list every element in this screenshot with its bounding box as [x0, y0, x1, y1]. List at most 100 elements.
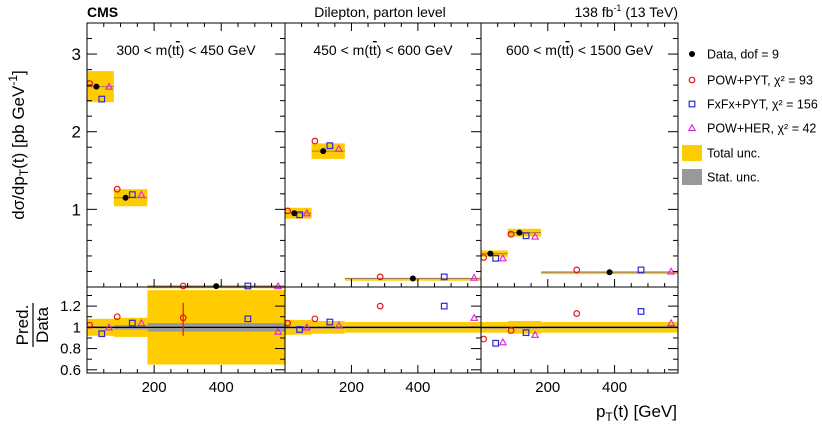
ratio-fxfx-pyt-point-2-2 [326, 318, 334, 326]
ratio-pow-her-point-2-3 [470, 313, 479, 321]
ratio-pow-pyt-point-1-2 [113, 313, 121, 321]
chart-title: Dilepton, parton level [314, 4, 446, 20]
legend-label-data: Data, dof = 9 [707, 48, 779, 62]
top-fxfx-pyt-point-2-2 [326, 142, 334, 150]
legend-marker-total_unc [682, 145, 702, 161]
y-axes: 1 2 3 0.6 0.8 1 1.2 [60, 38, 678, 379]
top-pow-pyt-point-3-1 [481, 254, 488, 261]
ratio-pow-pyt-point-3-1 [481, 335, 488, 343]
ratio-fxfx-pyt-point-1-1 [98, 330, 106, 338]
ratio-pow-her-point-3-2 [530, 330, 540, 338]
top-data-point-1-3 [213, 283, 220, 290]
x-tick-label-3-200: 200 [535, 379, 560, 396]
ratio-panel-frame-3 [480, 286, 679, 374]
ratio-fxfx-pyt-point-1-3 [244, 315, 252, 323]
x-axis-title: pT(t) [GeV] [596, 402, 677, 424]
ratio-y-tick-label-0.6: 0.6 [60, 362, 81, 379]
panel-label-3: 600 < m(tt) < 1500 GeV [506, 42, 654, 58]
top-pow-pyt-point-2-1 [285, 207, 292, 215]
legend-marker-pow_her [687, 123, 697, 132]
legend-marker-data [689, 51, 695, 57]
ratio-pow-her-point-1-3 [273, 327, 283, 335]
ratio-pow-her-point-1-1 [104, 323, 114, 331]
panel-2: 450 < m(tt) < 600 GeV 200 400 [284, 22, 482, 396]
top-fxfx-pyt-point-1-3 [244, 282, 252, 290]
legend: Data, dof = 9 POW+PYT, χ² = 93 FxFx+PYT, χ… [682, 48, 818, 185]
top-pow-pyt-point-2-3 [376, 273, 384, 281]
top-pow-pyt-point-1-2 [113, 185, 121, 193]
top-fxfx-pyt-point-1-2 [128, 191, 136, 199]
x-tick-label-2-200: 200 [339, 379, 364, 396]
top-fxfx-pyt-point-3-2 [522, 232, 530, 240]
panel-label-part-3-1: 600 < m(t [506, 42, 566, 58]
ratio-pow-her-point-3-3 [667, 318, 676, 327]
ratio-pow-pyt-point-3-2 [507, 327, 515, 334]
legend-label-fxfx_pyt: FxFx+PYT, χ² = 156 [707, 98, 818, 112]
top-fxfx-pyt-point-1-1 [98, 95, 106, 103]
top-fxfx-pyt-point-3-3 [637, 266, 645, 274]
panel-label-part-1-3: ) < 450 GeV [180, 42, 257, 58]
legend-marker-pow_pyt [688, 76, 696, 84]
panel-label-part-2-2: t [373, 42, 377, 58]
legend-label-pow_her: POW+HER, χ² = 42 [707, 122, 816, 136]
ratio-pow-pyt-point-1-1 [87, 321, 94, 329]
top-panel-frame-1 [86, 22, 286, 288]
ratio-fxfx-pyt-point-1-2 [128, 319, 136, 327]
ratio-title-numerator: Pred. [13, 305, 32, 346]
legend-marker-stat_unc [682, 169, 702, 185]
panel-3: 600 < m(tt) < 1500 GeV 200 400 [480, 22, 679, 396]
top-pow-her-point-2-2 [334, 144, 343, 152]
ratio-pow-her-point-3-1 [498, 337, 508, 346]
lumi-value: 138 fb [575, 4, 614, 20]
panel-label-2: 450 < m(tt) < 600 GeV [313, 42, 453, 58]
top-pow-her-point-2-1 [302, 208, 311, 217]
panel-label-part-1-1: 300 < m(t [116, 42, 176, 58]
x-tick-label-2-400: 400 [405, 379, 430, 396]
ratio-y-tick-label-1.2: 1.2 [60, 298, 81, 315]
legend-marker-fxfx_pyt [688, 100, 696, 108]
top-data-point-1-1 [93, 83, 100, 90]
ratio-fxfx-pyt-point-2-3 [440, 302, 448, 310]
ratio-pow-pyt-point-2-3 [376, 302, 384, 310]
top-pow-pyt-point-2-2 [311, 137, 319, 145]
top-data-point-3-3 [606, 269, 613, 276]
ratio-fxfx-pyt-point-3-3 [637, 308, 645, 315]
legend-label-total_unc: Total unc. [707, 147, 761, 161]
x-tick-label-3-400: 400 [602, 379, 627, 396]
top-y-tick-label-1: 1 [72, 200, 81, 219]
legend-label-stat_unc: Stat. unc. [707, 171, 760, 185]
ratio-y-tick-label-1: 1 [73, 319, 81, 336]
top-data-point-2-1 [291, 210, 298, 217]
x-tick-label-1-200: 200 [142, 379, 167, 396]
ratio-pow-her-point-2-1 [302, 323, 311, 331]
top-pow-her-point-3-1 [498, 253, 508, 262]
x-tick-label-1-400: 400 [209, 379, 234, 396]
top-panel-frame-3 [480, 22, 679, 288]
top-data-point-3-1 [487, 250, 494, 257]
panel-label-part-1-2: t [176, 42, 180, 58]
top-data-point-2-2 [320, 148, 327, 155]
ratio-fxfx-pyt-point-2-1 [296, 326, 304, 333]
top-y-tick-label-2: 2 [72, 123, 81, 142]
top-data-point-2-3 [409, 275, 416, 282]
top-pow-her-point-3-3 [667, 267, 676, 275]
lumi-exponent: -1 [613, 3, 621, 13]
legend-label-pow_pyt: POW+PYT, χ² = 93 [707, 74, 813, 88]
ratio-y-axis-title: Pred. Data [13, 303, 52, 347]
top-pow-pyt-point-1-3 [179, 282, 187, 290]
top-pow-her-point-2-3 [470, 273, 479, 281]
ratio-pow-her-point-2-2 [334, 320, 343, 329]
panel-2-content [285, 137, 481, 335]
lumi-label: 138 fb-1 (13 TeV) [575, 3, 679, 20]
top-data-point-1-2 [122, 194, 129, 201]
ratio-pow-pyt-point-2-2 [311, 315, 319, 323]
top-pow-pyt-point-3-3 [573, 266, 581, 274]
panel-label-1: 300 < m(tt) < 450 GeV [116, 42, 256, 58]
top-pow-pyt-point-1-1 [87, 80, 94, 87]
ratio-pow-pyt-point-3-3 [573, 310, 581, 317]
panel-label-part-2-1: 450 < m(t [313, 42, 373, 58]
ratio-fxfx-pyt-point-3-1 [492, 339, 500, 347]
panel-label-part-3-3: ) < 1500 GeV [569, 42, 653, 58]
